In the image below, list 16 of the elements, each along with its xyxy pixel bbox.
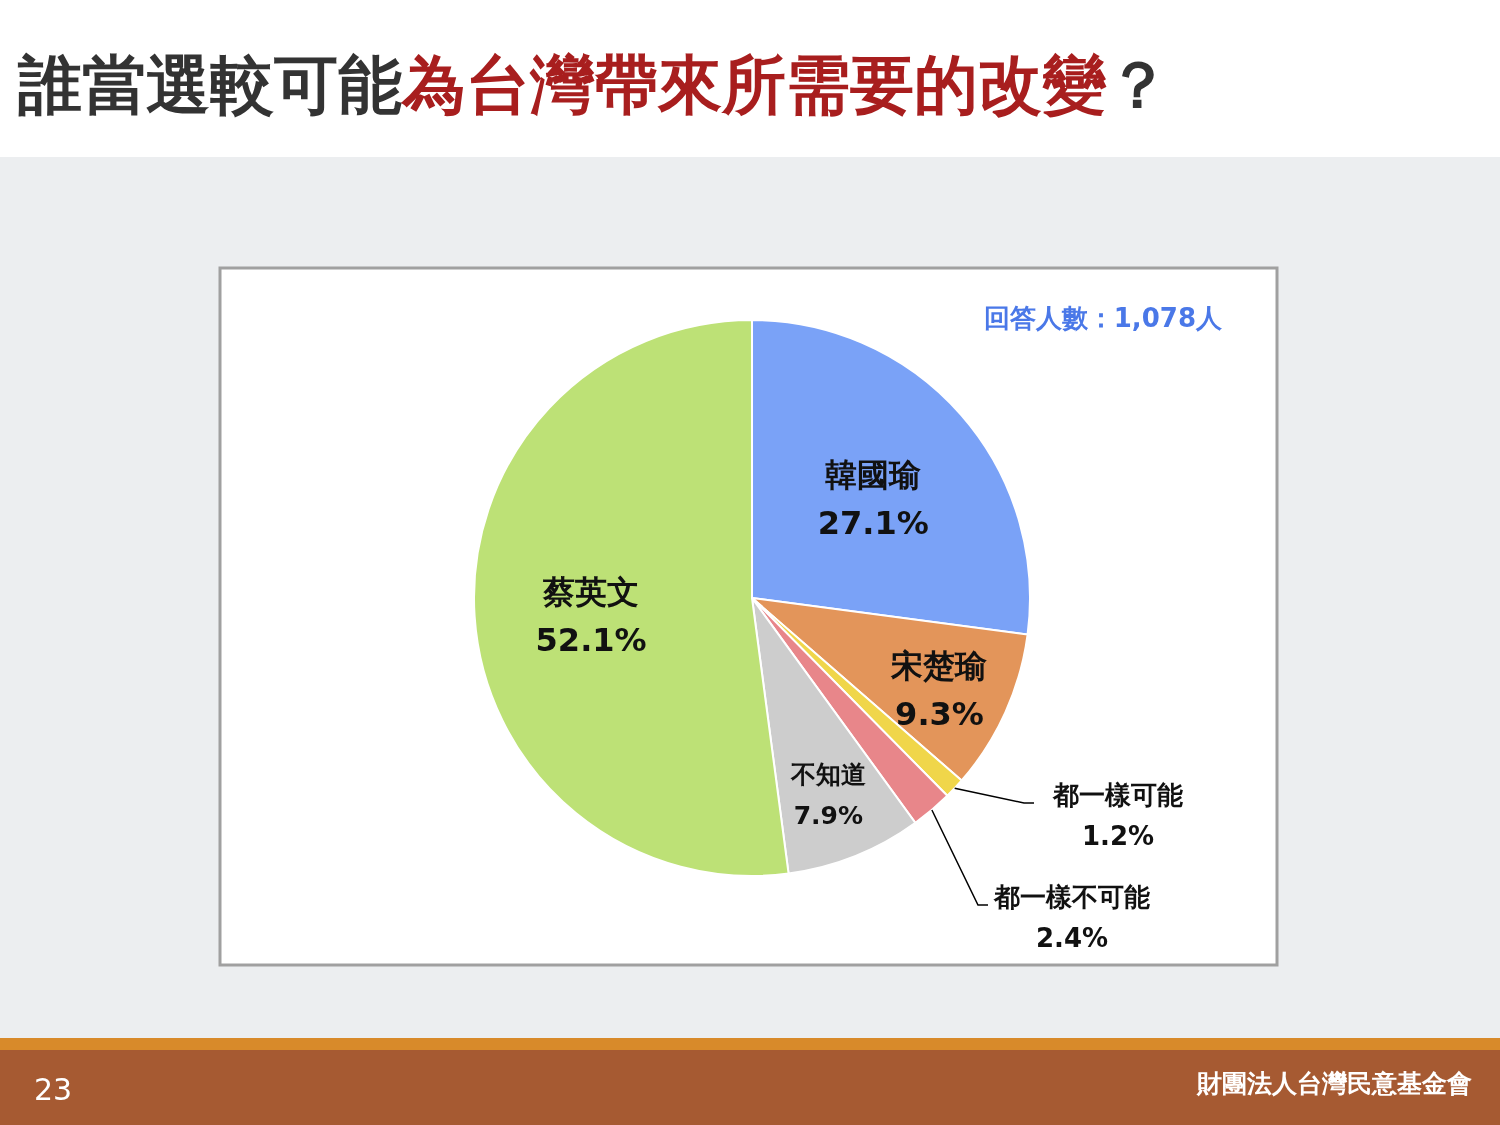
slice-label: 蔡英文 (542, 572, 640, 611)
data-label: 2.4% (1035, 923, 1109, 953)
text: 回答人數：1,078人 (983, 303, 1223, 333)
data-label: 9.3% (895, 694, 984, 733)
data-label: 52.1% (535, 620, 647, 659)
slice-label: 不知道 (789, 760, 866, 790)
slice-label: 韓國瑜 (825, 455, 922, 494)
data-label: 7.9% (793, 801, 863, 831)
slice-label: 宋楚瑜 (890, 646, 988, 685)
text: 財團法人台灣民意基金會 (1196, 1069, 1472, 1098)
text: 23 (34, 1072, 73, 1107)
data-label: 27.1% (817, 503, 929, 542)
slice-label: 都一樣可能 (1052, 780, 1183, 810)
chart-title: 誰當選較可能為台灣帶來所需要的改變？ (18, 48, 1170, 122)
data-label: 1.2% (1081, 821, 1155, 851)
slice-label: 都一樣不可能 (993, 882, 1150, 912)
